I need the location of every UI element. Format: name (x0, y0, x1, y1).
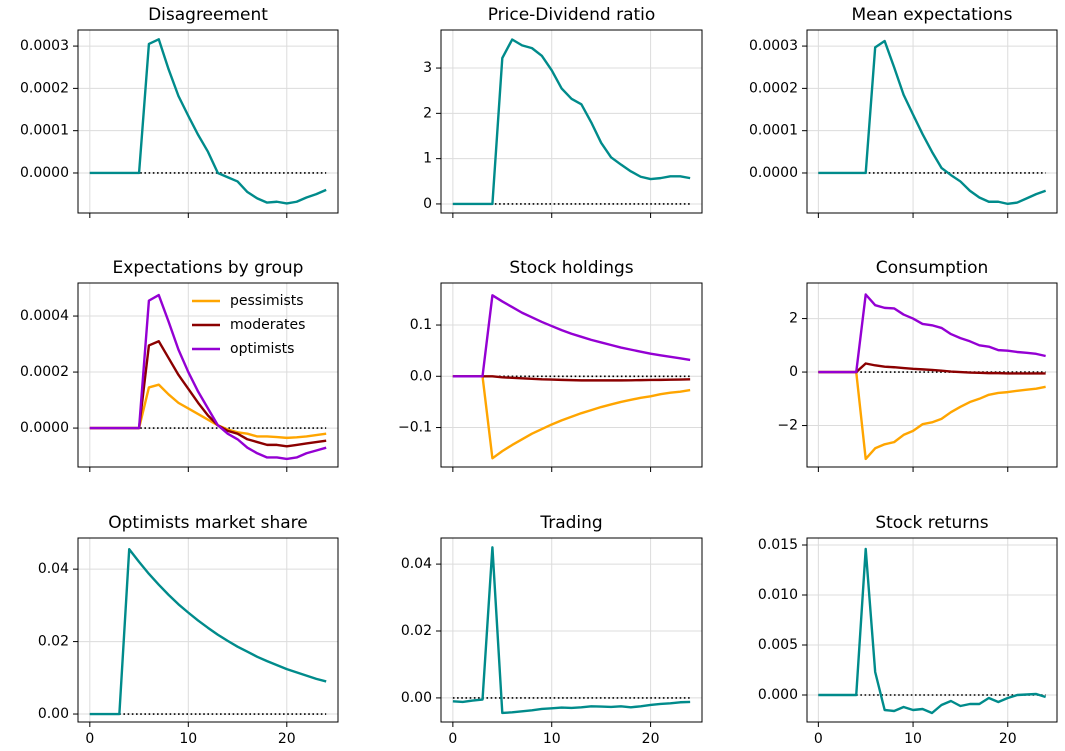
y-tick-label: 0.0000 (20, 165, 69, 181)
y-tick-label: 0.04 (401, 556, 432, 572)
axes-frame (77, 282, 339, 468)
data-line (89, 548, 327, 716)
y-tick-label: 1 (423, 151, 432, 167)
y-tick-label: 0.0 (410, 368, 432, 384)
data-line (818, 293, 1046, 374)
data-line (818, 547, 1047, 715)
y-tick-label: 3 (423, 60, 432, 76)
y-tick-label: 0.0003 (749, 38, 798, 54)
y-tick-label: 0.0004 (20, 308, 69, 324)
y-tick-label: 0 (789, 364, 798, 380)
x-tick-label: 10 (904, 731, 922, 747)
x-tick-label: 20 (278, 731, 296, 747)
panel-title: Stock returns (875, 513, 988, 533)
panel-title: Price-Dividend ratio (488, 5, 656, 25)
legend-label: pessimists (230, 293, 304, 309)
y-tick-label: 0.015 (758, 537, 798, 553)
x-tick-label: 10 (543, 731, 561, 747)
data-line (452, 375, 691, 460)
y-tick-label: 0.0002 (749, 80, 798, 96)
y-tick-label: 0.02 (401, 623, 432, 639)
y-tick-label: 0.0002 (20, 80, 69, 96)
y-tick-label: 2 (423, 105, 432, 121)
x-tick-label: 20 (642, 731, 660, 747)
panel: 0 10 20 0.000 0.005 0.010 0.015 Stock returns (758, 513, 1058, 747)
data-line (89, 340, 327, 448)
y-tick-label: 0.0001 (749, 123, 798, 139)
y-tick-label: 0.010 (758, 587, 798, 603)
x-tick-label: 10 (179, 731, 197, 747)
y-tick-label: 0.04 (38, 561, 69, 577)
y-tick-label: 0.0000 (20, 420, 69, 436)
y-tick-label: 0.000 (758, 687, 798, 703)
x-tick-label: 20 (999, 731, 1017, 747)
y-tick-label: −2 (777, 418, 798, 434)
data-line (89, 293, 327, 461)
panel: 0 10 20 0.00 0.02 0.04 Trading (401, 513, 703, 747)
axes-frame (806, 29, 1058, 214)
panel: 0.0000 0.0001 0.0002 0.0003 Disagreement (20, 5, 339, 218)
data-line (818, 39, 1047, 206)
y-tick-label: 0.1 (410, 317, 432, 333)
axes-frame (77, 29, 339, 214)
y-tick-label: 2 (789, 311, 798, 327)
data-line (818, 370, 1046, 461)
panel: 0 10 20 0.00 0.02 0.04 Optimists market share (38, 513, 339, 747)
y-tick-label: −0.1 (398, 420, 432, 436)
data-line (452, 38, 691, 206)
axes-frame (440, 537, 703, 723)
legend-label: moderates (230, 317, 305, 333)
panel: −2 0 2 Consumption (777, 258, 1058, 472)
y-tick-label: 0.02 (38, 634, 69, 650)
axes-frame (77, 537, 339, 723)
axes-frame (806, 537, 1058, 723)
panel-title: Consumption (876, 258, 989, 278)
data-line (89, 383, 327, 440)
y-tick-label: 0.00 (38, 706, 69, 722)
y-tick-label: 0.00 (401, 690, 432, 706)
y-tick-label: 0.005 (758, 637, 798, 653)
data-line (452, 294, 691, 378)
y-tick-label: 0.0000 (749, 165, 798, 181)
panel-title: Expectations by group (113, 258, 304, 278)
panel-title: Optimists market share (108, 513, 307, 533)
axes-frame (440, 282, 703, 468)
y-tick-label: 0.0002 (20, 364, 69, 380)
panel: 0.0000 0.0001 0.0002 0.0003 Mean expectation… (749, 5, 1058, 218)
y-tick-label: 0.0003 (20, 38, 69, 54)
data-line (452, 546, 691, 715)
x-tick-label: 0 (814, 731, 823, 747)
data-line (452, 375, 691, 382)
panel-title: Mean expectations (851, 5, 1012, 25)
data-line (89, 38, 327, 205)
y-tick-label: 0.0001 (20, 123, 69, 139)
x-tick-label: 0 (448, 731, 457, 747)
panel: 0.0000 0.0002 0.0004 Expectations by group p… (20, 258, 339, 472)
panel: −0.1 0.0 0.1 Stock holdings (398, 258, 703, 472)
axes-frame (440, 29, 703, 214)
axes-frame (806, 282, 1058, 468)
x-tick-label: 0 (85, 731, 94, 747)
panel-title: Stock holdings (509, 258, 633, 278)
panel: 0 1 2 3 Price-Dividend ratio (423, 5, 703, 218)
panel-title: Disagreement (148, 5, 268, 25)
y-tick-label: 0 (423, 196, 432, 212)
legend-label: optimists (230, 341, 294, 357)
panel-title: Trading (539, 513, 602, 533)
